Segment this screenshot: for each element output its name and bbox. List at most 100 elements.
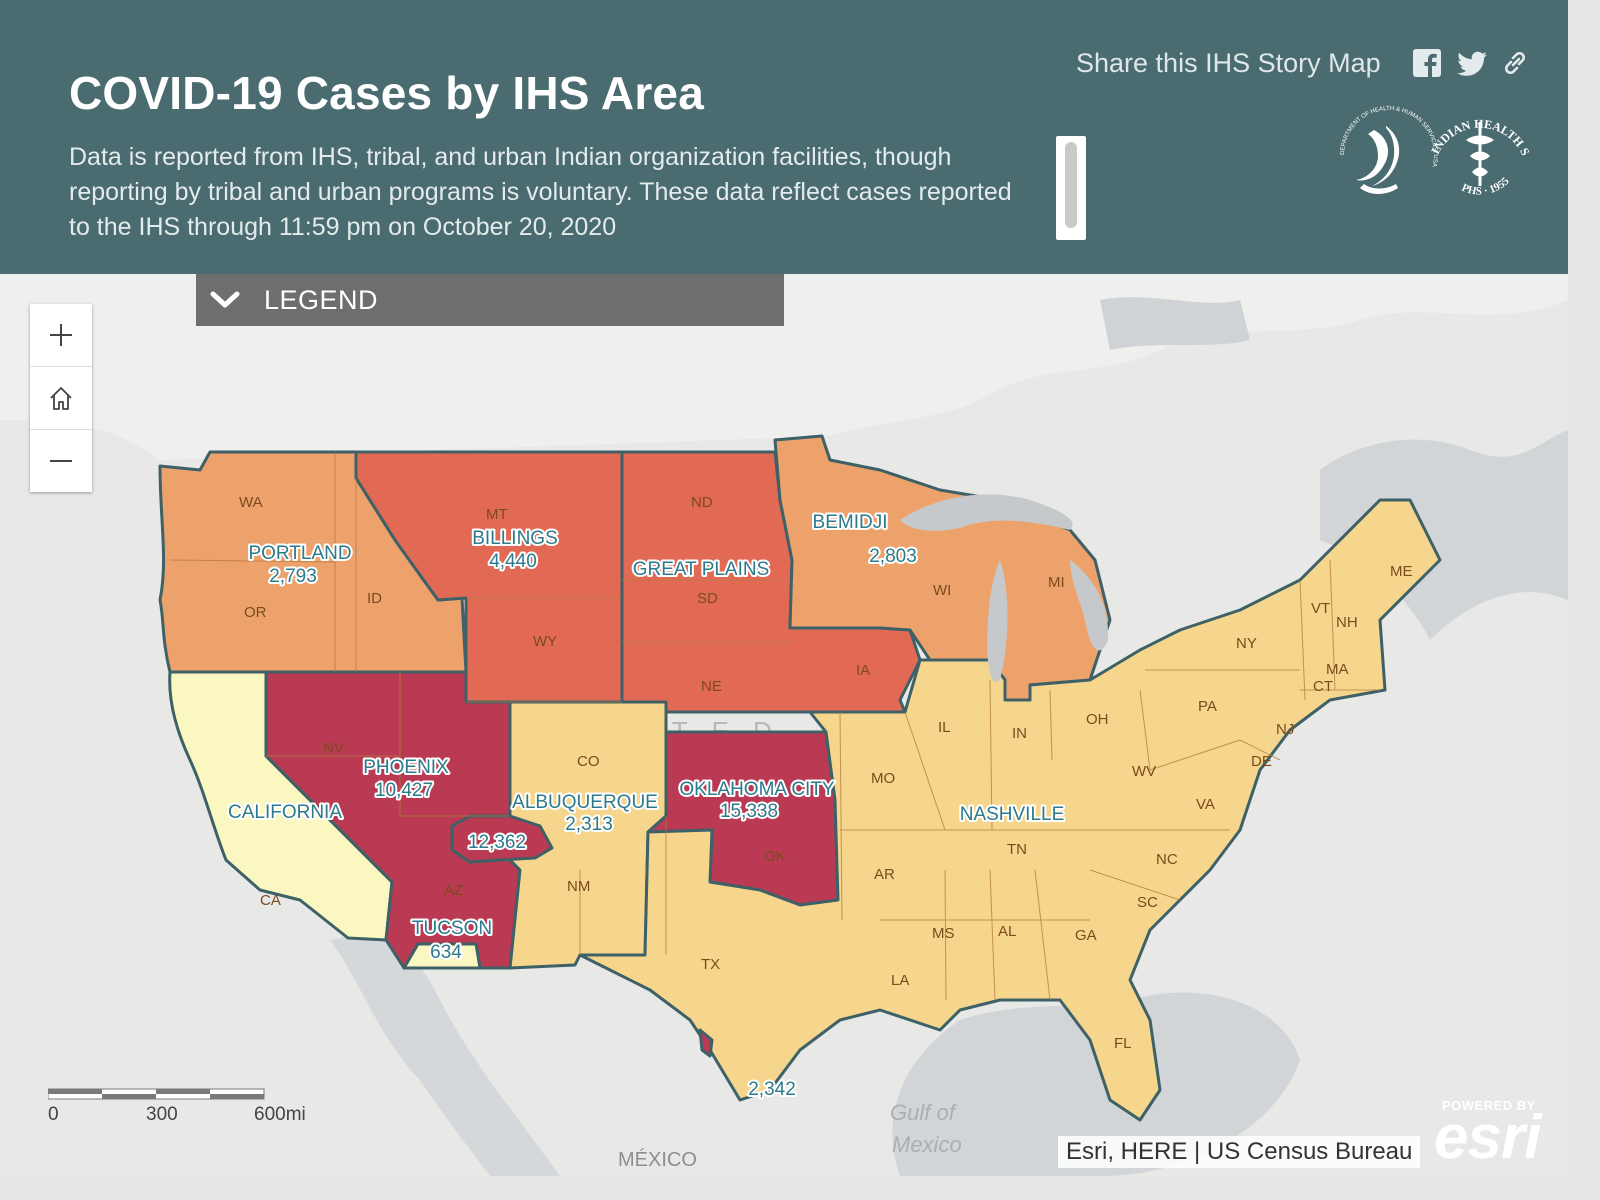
state-label-wy: WY: [533, 633, 557, 650]
area-cases-phoenix: 10,427: [375, 780, 433, 801]
area-cases-tucson: 634: [430, 942, 462, 963]
hhs-seal: DEPARTMENT OF HEALTH & HUMAN SERVICES, U…: [1340, 106, 1438, 194]
map-view[interactable]: UNITED STATES MÉXICO Gulf of Mexico: [0, 274, 1568, 1176]
state-label-ok: OK: [764, 848, 786, 865]
state-label-oh: OH: [1086, 711, 1109, 728]
state-label-ga: GA: [1075, 927, 1097, 944]
state-label-de: DE: [1251, 753, 1272, 770]
state-label-nd: ND: [691, 494, 713, 511]
state-label-ma: MA: [1326, 661, 1349, 678]
area-label-great-plains: GREAT PLAINS: [633, 559, 770, 580]
subtitle-scrollbar[interactable]: [1056, 136, 1086, 240]
area-label-oklahoma-city: OKLAHOMA CITY: [679, 779, 835, 800]
lake-michigan-water: [987, 560, 1008, 682]
area-label-albuquerque: ALBUQUERQUE: [512, 792, 658, 813]
lake-superior-water: [900, 494, 1073, 531]
state-label-wv: WV: [1132, 763, 1156, 780]
state-label-nh: NH: [1336, 614, 1358, 631]
area-label-portland: PORTLAND: [248, 543, 351, 564]
oklahoma-city-texas-strip[interactable]: [698, 1028, 714, 1058]
area-cases-portland: 2,793: [269, 566, 317, 587]
state-label-ny: NY: [1236, 635, 1257, 652]
area-labels: PORTLAND 2,793 BILLINGS 4,440 GREAT PLAI…: [226, 510, 1066, 1102]
zoom-controls: [30, 304, 92, 492]
state-label-az: AZ: [444, 882, 463, 899]
legend-label: LEGEND: [264, 285, 379, 315]
scrollbar-thumb[interactable]: [1065, 142, 1077, 228]
svg-text:DEPARTMENT OF HEALTH & HUMAN S: DEPARTMENT OF HEALTH & HUMAN SERVICES, U…: [1340, 106, 1438, 167]
esri-powered-by: POWERED BY: [1442, 1098, 1536, 1113]
legend-toggle[interactable]: LEGEND: [196, 274, 784, 326]
state-label-ar: AR: [874, 866, 895, 883]
area-label-tucson: TUCSON: [412, 918, 492, 939]
state-label-nj: NJ: [1276, 721, 1294, 738]
state-label-co: CO: [577, 753, 600, 770]
chevron-down-icon: [210, 291, 240, 308]
state-label-fl: FL: [1114, 1035, 1132, 1052]
minus-icon: [50, 460, 72, 462]
state-label-vt: VT: [1311, 600, 1330, 617]
page-title: COVID-19 Cases by IHS Area: [69, 67, 704, 119]
mexico-label: MÉXICO: [618, 1148, 697, 1171]
state-label-mt: MT: [486, 506, 508, 523]
link-icon[interactable]: [1500, 48, 1530, 78]
gulf-label-line1: Gulf of: [890, 1100, 958, 1125]
area-cases-oklahoma-city: 15,338: [720, 801, 778, 822]
state-label-wa: WA: [239, 494, 263, 511]
area-cases-billings: 4,440: [489, 551, 537, 572]
lake-huron-water: [1070, 560, 1109, 651]
state-label-id: ID: [367, 590, 382, 607]
state-label-al: AL: [998, 923, 1016, 940]
state-label-il: IL: [938, 719, 951, 736]
state-label-ne: NE: [701, 678, 722, 695]
gulf-of-california-water: [330, 930, 560, 1176]
twitter-icon[interactable]: [1456, 48, 1487, 78]
hudson-bay-water: [1100, 297, 1250, 350]
state-borders: [169, 452, 1380, 1001]
state-label-wi: WI: [933, 582, 951, 599]
zoom-in-button[interactable]: [30, 304, 92, 366]
state-label-sc: SC: [1137, 894, 1158, 911]
atlantic-water: [1320, 430, 1568, 640]
gulf-label-line2: Mexico: [892, 1132, 962, 1157]
zoom-out-button[interactable]: [30, 430, 92, 492]
california-area[interactable]: [168, 670, 394, 942]
plus-icon: [50, 324, 72, 346]
nashville-area[interactable]: [578, 498, 1442, 1122]
home-button[interactable]: [30, 367, 92, 429]
state-label-ct: CT: [1313, 678, 1333, 695]
state-label-la: LA: [891, 972, 909, 989]
area-label-bemidji: BEMIDJI: [813, 512, 888, 533]
area-cases-bemidji: 2,803: [869, 546, 917, 567]
area-cases-navajo: 12,362: [468, 832, 526, 853]
state-label-nc: NC: [1156, 851, 1178, 868]
state-label-or: OR: [244, 604, 267, 621]
esri-wordmark: esri: [1434, 1103, 1541, 1172]
page-subtitle: Data is reported from IHS, tribal, and u…: [69, 143, 1012, 241]
area-label-nashville: NASHVILLE: [960, 804, 1065, 825]
map-attribution[interactable]: Esri, HERE | US Census Bureau: [1058, 1136, 1421, 1168]
state-labels: WA OR ID MT WY ND SD NE IA MN WI MI NV C…: [239, 494, 1413, 1052]
tucson-area[interactable]: [402, 942, 482, 970]
facebook-icon[interactable]: [1412, 48, 1442, 78]
state-label-ms: MS: [932, 925, 955, 942]
share-label: Share this IHS Story Map: [1076, 48, 1381, 78]
scale-bar: [47, 1087, 318, 1137]
home-icon: [50, 387, 72, 410]
scale-label-300: 300: [146, 1104, 178, 1125]
state-label-in: IN: [1012, 725, 1027, 742]
state-label-ia: IA: [856, 662, 870, 679]
svg-text:INDIAN HEALTH SERVICE: INDIAN HEALTH SERVICE: [1334, 100, 1533, 158]
area-cases-texas-strip: 2,342: [748, 1079, 796, 1100]
scale-label-600mi: 600mi: [254, 1104, 306, 1125]
area-cases-albuquerque: 2,313: [565, 814, 613, 835]
state-label-nv: NV: [323, 740, 344, 757]
state-label-tn: TN: [1007, 841, 1027, 858]
state-label-va: VA: [1196, 796, 1215, 813]
state-label-sd: SD: [697, 590, 718, 607]
ihs-logos: DEPARTMENT OF HEALTH & HUMAN SERVICES, U…: [1330, 89, 1534, 210]
gulf-water: [892, 992, 1300, 1176]
svg-text:PHS · 1955: PHS · 1955: [1460, 175, 1512, 198]
state-label-ca: CA: [260, 892, 281, 909]
state-label-pa: PA: [1198, 698, 1217, 715]
